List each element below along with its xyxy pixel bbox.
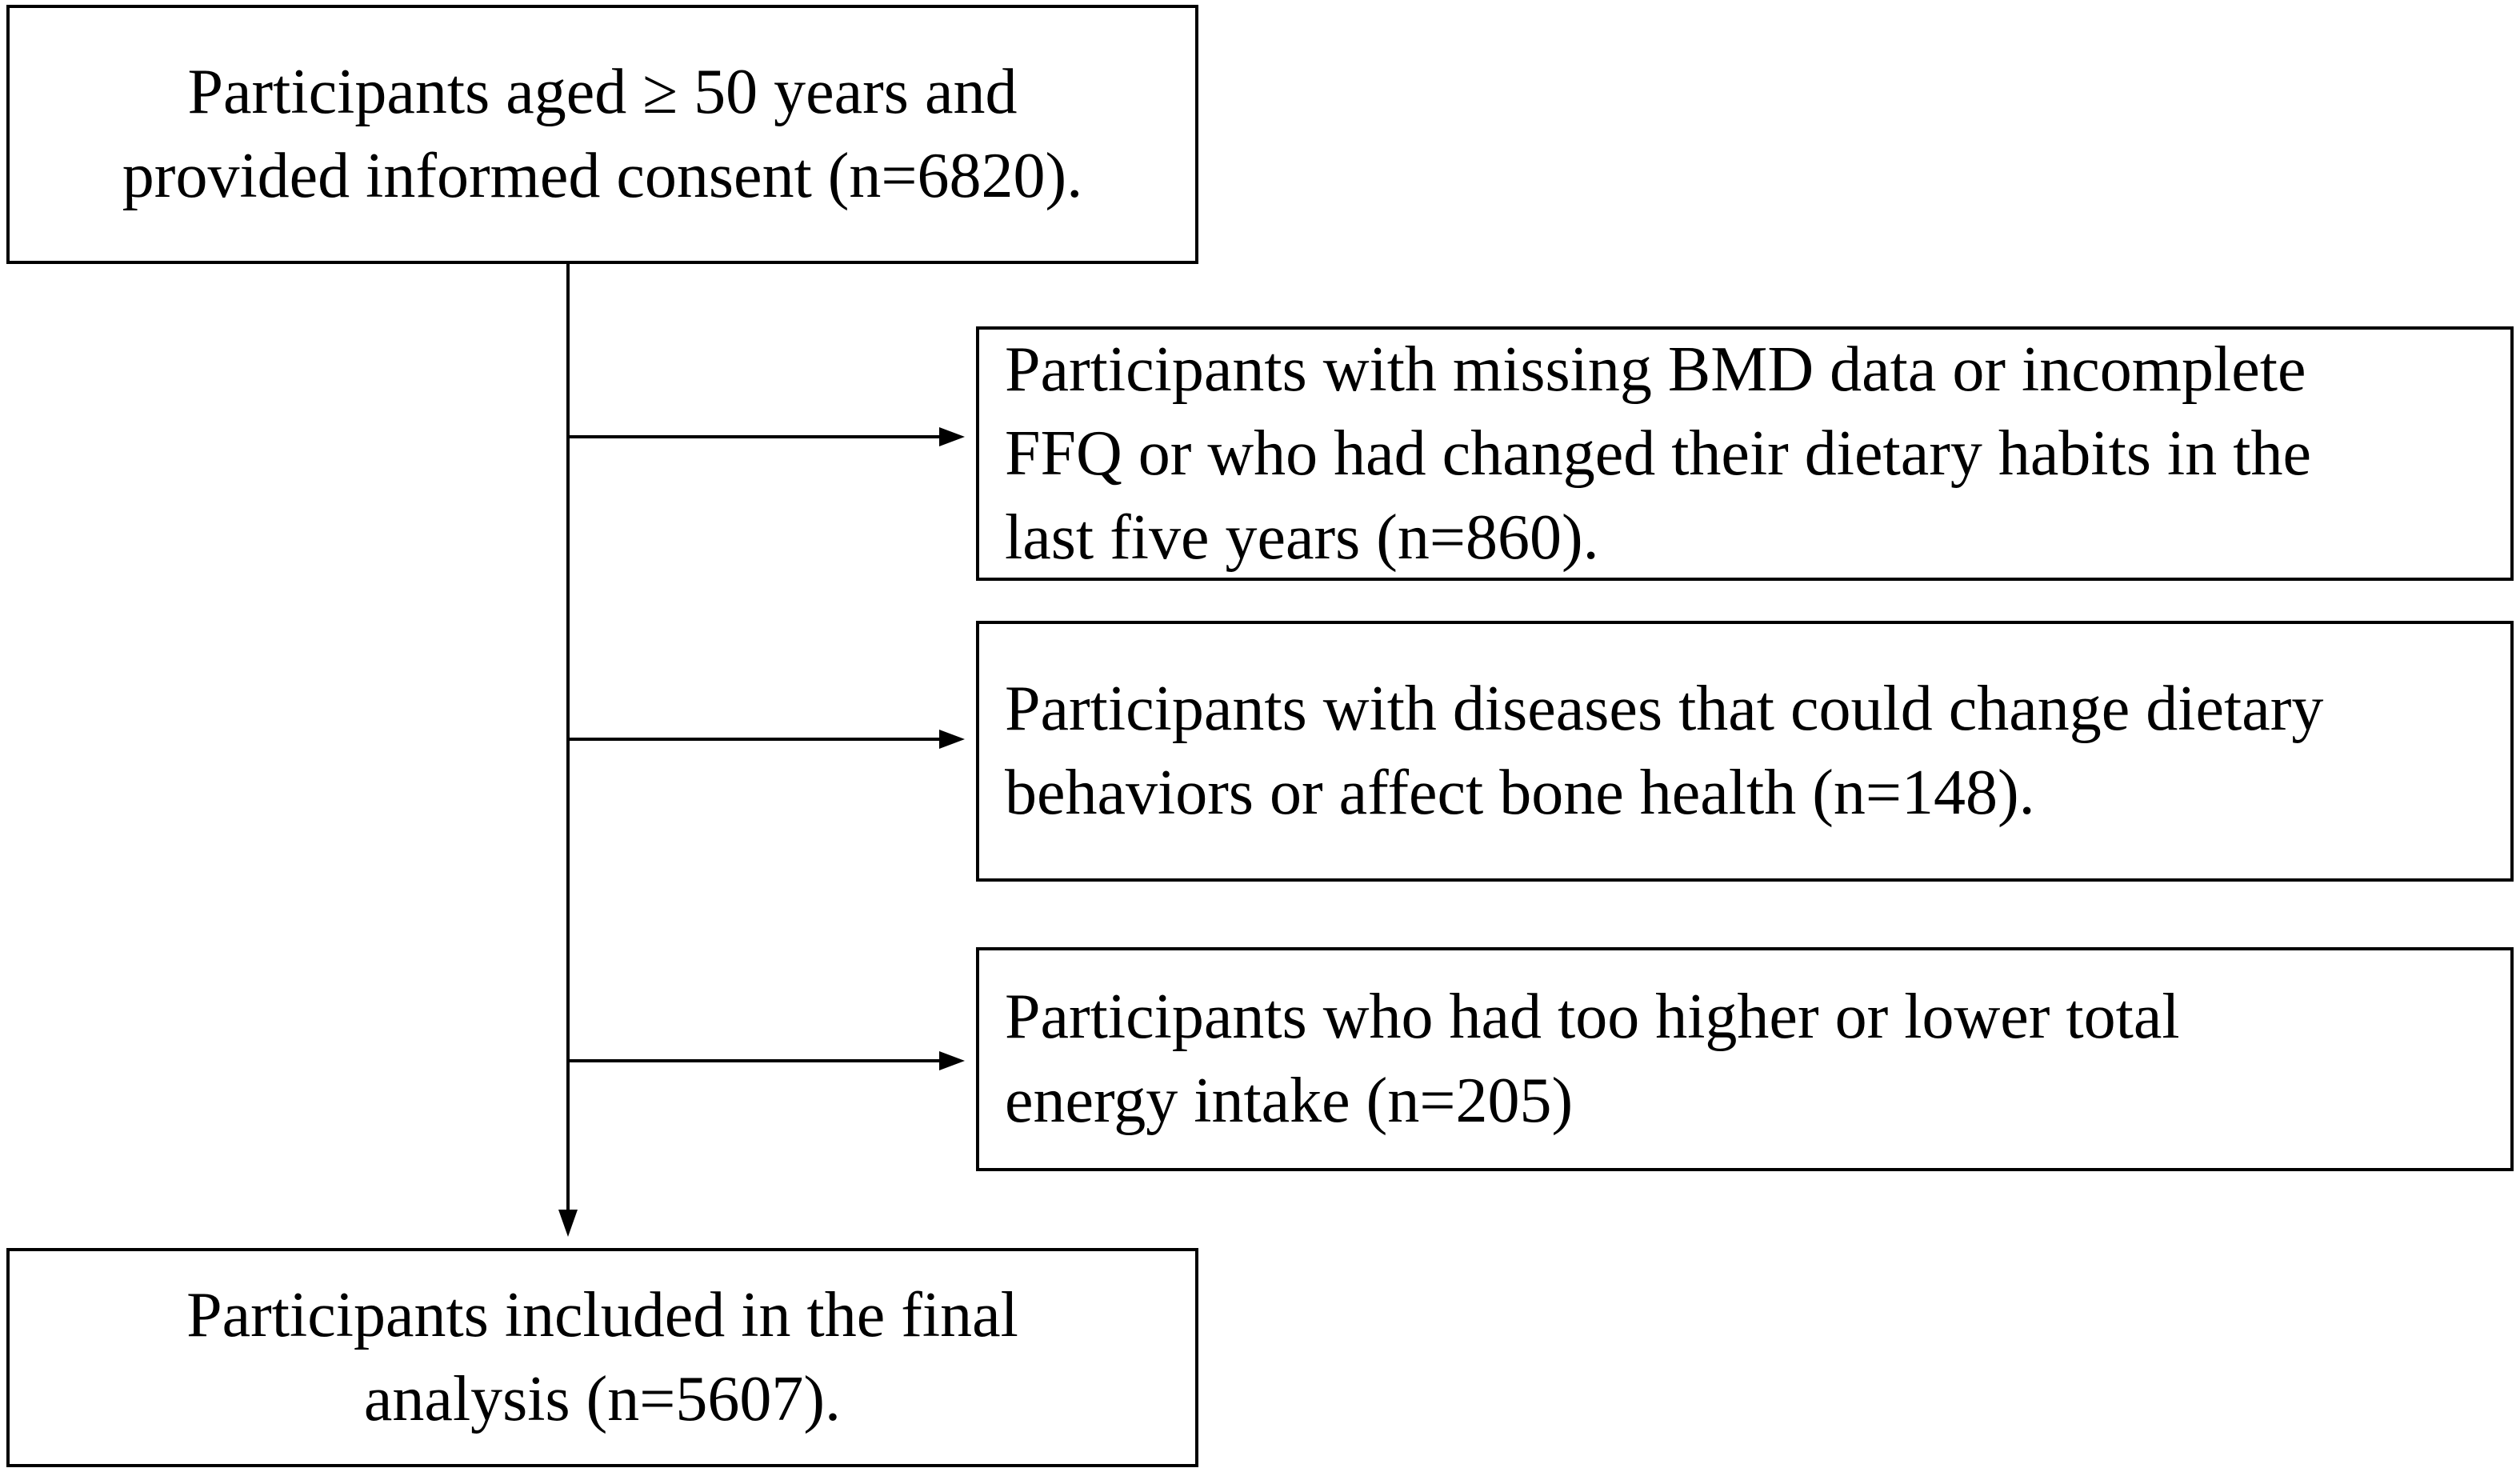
exclusion-box-diseases: Participants with diseases that could ch… bbox=[976, 621, 2514, 882]
final-analysis-box: Participants included in the final analy… bbox=[6, 1248, 1198, 1467]
exclusion-line: behaviors or affect bone health (n=148). bbox=[1005, 758, 2035, 828]
arrowhead-right-icon bbox=[939, 730, 965, 749]
arrowhead-right-icon bbox=[939, 1051, 965, 1070]
arrowhead-right-icon bbox=[939, 427, 965, 446]
enrollment-box: Participants aged ≥ 50 years and provide… bbox=[6, 5, 1198, 264]
exclusion-line: Participants who had too higher or lower… bbox=[1005, 982, 2180, 1052]
final-analysis-text: Participants included in the final analy… bbox=[186, 1274, 1018, 1442]
exclusion-line: last five years (n=860). bbox=[1005, 502, 1599, 573]
exclusion-box-missing-data: Participants with missing BMD data or in… bbox=[976, 326, 2514, 581]
arrowhead-down-icon bbox=[558, 1210, 578, 1237]
exclusion-line: FFQ or who had changed their dietary hab… bbox=[1005, 418, 2311, 489]
exclusion-box-energy-intake: Participants who had too higher or lower… bbox=[976, 947, 2514, 1171]
exclusion-text: Participants with missing BMD data or in… bbox=[1005, 328, 2311, 580]
enrollment-line: provided informed consent (n=6820). bbox=[122, 141, 1083, 211]
exclusion-line: Participants with diseases that could ch… bbox=[1005, 674, 2324, 744]
final-line: Participants included in the final bbox=[186, 1280, 1018, 1350]
exclusion-text: Participants with diseases that could ch… bbox=[1005, 667, 2323, 835]
enrollment-line: Participants aged ≥ 50 years and bbox=[187, 57, 1018, 127]
exclusion-text: Participants who had too higher or lower… bbox=[1005, 975, 2180, 1143]
enrollment-text: Participants aged ≥ 50 years and provide… bbox=[122, 50, 1082, 218]
exclusion-line: Participants with missing BMD data or in… bbox=[1005, 334, 2306, 405]
final-line: analysis (n=5607). bbox=[363, 1364, 842, 1434]
exclusion-line: energy intake (n=205) bbox=[1005, 1066, 1574, 1136]
